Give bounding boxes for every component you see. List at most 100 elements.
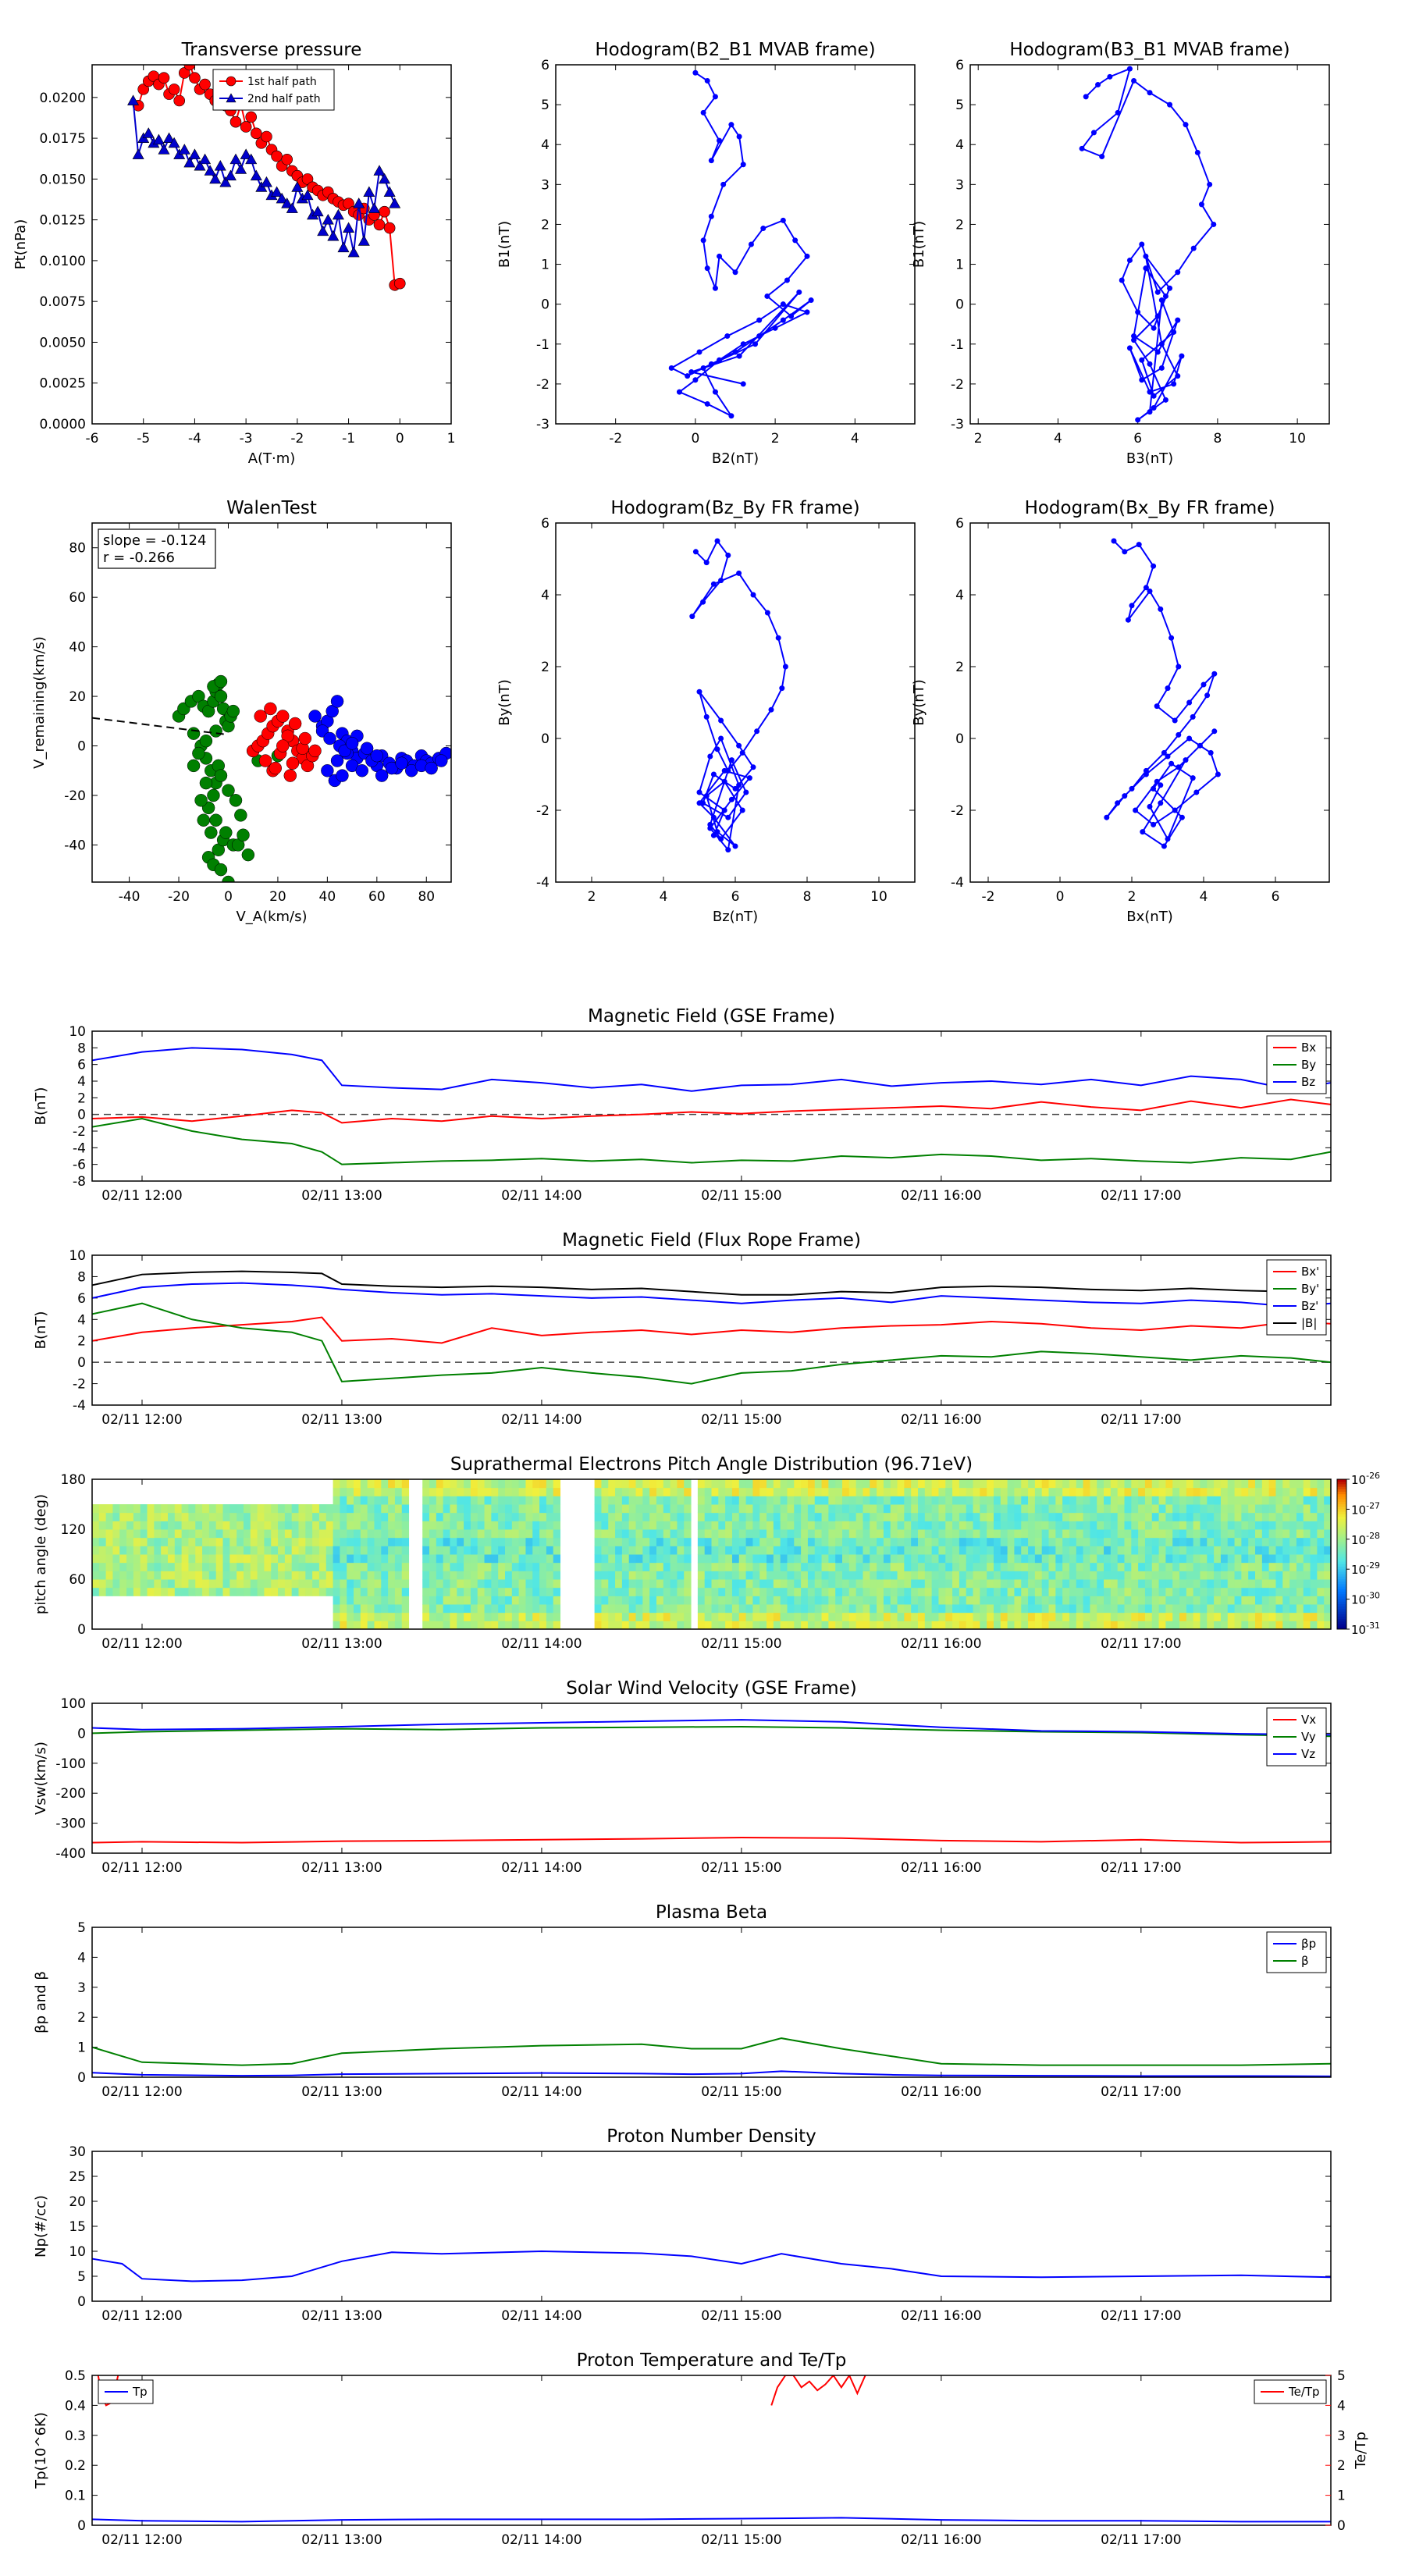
data-point	[1107, 73, 1113, 80]
heatmap-cell	[333, 1604, 340, 1614]
heatmap-cell	[897, 1562, 905, 1571]
heatmap-cell	[945, 1496, 953, 1505]
data-point	[158, 72, 170, 84]
heatmap-cell	[1104, 1621, 1112, 1629]
y-tick-label: 4	[955, 137, 964, 153]
heatmap-cell	[855, 1621, 863, 1629]
y-tick-label: 80	[69, 541, 86, 557]
heatmap-cell	[1172, 1587, 1180, 1596]
series-line	[92, 2250, 1331, 2282]
heatmap-cell	[360, 1562, 368, 1571]
heatmap-cell	[924, 1529, 933, 1539]
heatmap-cell	[1317, 1562, 1325, 1571]
heatmap-cell	[1303, 1529, 1311, 1539]
heatmap-cell	[745, 1554, 753, 1564]
heatmap-cell	[621, 1579, 630, 1589]
heatmap-cell	[1282, 1504, 1290, 1514]
heatmap-cell	[188, 1554, 196, 1564]
heatmap-cell	[870, 1479, 877, 1489]
heatmap-cell	[1324, 1529, 1331, 1539]
x-axis-label: B3(nT)	[1126, 450, 1173, 467]
heatmap-cell	[546, 1554, 554, 1564]
heatmap-cell	[1241, 1571, 1249, 1580]
x-tick-label: 4	[1200, 889, 1208, 905]
y-tick-label: 100	[61, 1696, 86, 1712]
data-point	[1165, 753, 1171, 760]
heatmap-cell	[1131, 1554, 1139, 1564]
heatmap-cell	[952, 1587, 960, 1596]
heatmap-cell	[1034, 1537, 1043, 1546]
heatmap-cell	[1172, 1504, 1180, 1514]
series-second-half	[127, 94, 401, 258]
heatmap-cell	[1104, 1571, 1112, 1580]
colorbar-step	[1337, 1574, 1346, 1578]
heatmap-cell	[374, 1604, 382, 1614]
heatmap-cell	[883, 1562, 891, 1571]
heatmap-cell	[904, 1496, 912, 1505]
heatmap-cell	[966, 1512, 974, 1521]
heatmap-cell	[980, 1579, 987, 1589]
heatmap-cell	[608, 1621, 616, 1629]
heatmap-cell	[436, 1562, 444, 1571]
heatmap-cell	[195, 1571, 203, 1580]
heatmap-cell	[1220, 1596, 1229, 1605]
heatmap-cell	[731, 1596, 740, 1605]
panel-title: Hodogram(Bx_By FR frame)	[1025, 498, 1275, 518]
heatmap-cell	[594, 1571, 602, 1580]
heatmap-cell	[835, 1604, 843, 1614]
heatmap-cell	[1255, 1604, 1263, 1614]
data-point	[1198, 201, 1204, 208]
heatmap-cell	[828, 1479, 836, 1489]
heatmap-cell	[767, 1554, 774, 1564]
heatmap-cell	[966, 1529, 974, 1539]
heatmap-cell	[987, 1579, 994, 1589]
data-point	[721, 778, 727, 785]
heatmap-cell	[993, 1571, 1001, 1580]
heatmap-cell	[745, 1487, 753, 1496]
heatmap-cell	[1268, 1512, 1276, 1521]
heatmap-cell	[1000, 1479, 1008, 1489]
data-point	[1190, 245, 1197, 251]
heatmap-cell	[1165, 1504, 1173, 1514]
heatmap-cell	[1117, 1487, 1125, 1496]
heatmap-cell	[457, 1537, 464, 1546]
heatmap-cell	[883, 1496, 891, 1505]
heatmap-cell	[532, 1571, 540, 1580]
heatmap-cell	[491, 1554, 499, 1564]
y-tick-label: 2	[77, 2010, 86, 2026]
heatmap-cell	[1055, 1504, 1063, 1514]
heatmap-cell	[821, 1537, 829, 1546]
heatmap-cell	[1282, 1487, 1290, 1496]
heatmap-cell	[1124, 1546, 1132, 1555]
heatmap-cell	[1310, 1479, 1318, 1489]
annotation-text: slope = -0.124	[103, 532, 206, 549]
heatmap-cell	[174, 1571, 183, 1580]
heatmap-cell	[780, 1479, 788, 1489]
heatmap-cell	[835, 1621, 843, 1629]
heatmap-cell	[1282, 1546, 1290, 1555]
heatmap-cell	[1028, 1612, 1036, 1621]
heatmap-cell	[470, 1571, 478, 1580]
heatmap-cell	[188, 1504, 196, 1514]
heatmap-cell	[966, 1546, 974, 1555]
heatmap-cell	[1193, 1554, 1200, 1564]
heatmap-cell	[601, 1562, 609, 1571]
heatmap-cell	[697, 1604, 706, 1614]
heatmap-cell	[1000, 1579, 1008, 1589]
data-point	[1115, 800, 1121, 806]
data-point	[1154, 349, 1161, 355]
heatmap-cell	[1110, 1496, 1119, 1505]
series-line	[92, 1117, 1331, 1165]
heatmap-cell	[250, 1562, 258, 1571]
heatmap-cell	[546, 1587, 554, 1596]
heatmap-cell	[814, 1587, 823, 1596]
heatmap-cell	[621, 1562, 630, 1571]
heatmap-cell	[773, 1487, 781, 1496]
data-point	[804, 253, 810, 259]
heatmap-cell	[725, 1496, 733, 1505]
heatmap-cell	[1144, 1604, 1153, 1614]
heatmap-cell	[1200, 1537, 1208, 1546]
heatmap-cell	[663, 1554, 671, 1564]
heatmap-cell	[1158, 1479, 1166, 1489]
data-point	[1122, 549, 1128, 555]
